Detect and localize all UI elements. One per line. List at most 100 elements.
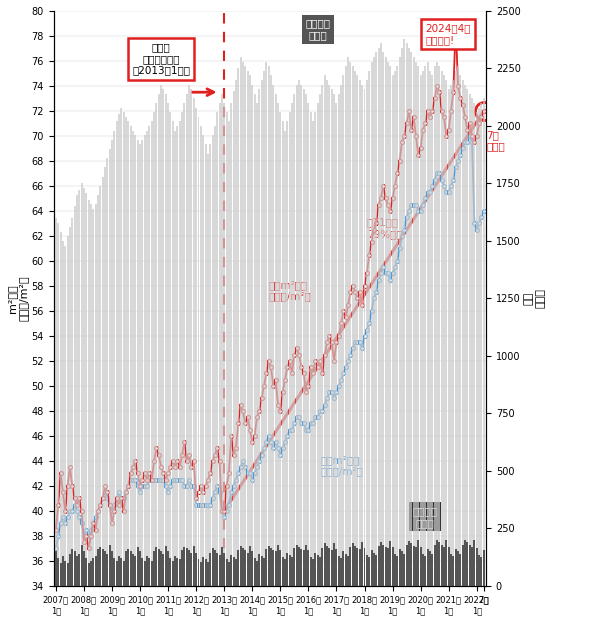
Bar [188, 85, 190, 586]
Bar [122, 112, 125, 586]
Bar [237, 550, 239, 586]
Bar [139, 144, 141, 586]
Bar [116, 121, 118, 586]
Bar [57, 559, 59, 586]
Bar [326, 80, 328, 586]
Bar [483, 550, 485, 586]
Bar [212, 548, 214, 586]
Bar [256, 560, 258, 586]
Bar [473, 103, 475, 586]
Bar [291, 557, 293, 586]
Bar [352, 544, 354, 586]
Bar [284, 559, 286, 586]
Bar [445, 540, 448, 586]
Bar [97, 549, 99, 586]
Bar [167, 552, 169, 586]
Bar [443, 547, 445, 586]
Bar [71, 218, 73, 586]
Bar [366, 555, 368, 586]
Bar [100, 186, 101, 586]
Bar [452, 80, 454, 586]
Bar [118, 556, 120, 586]
Bar [216, 552, 218, 586]
Bar [221, 547, 223, 586]
Bar [464, 540, 466, 586]
Bar [176, 126, 178, 586]
Bar [392, 75, 394, 586]
Bar [296, 85, 298, 586]
Bar [349, 547, 352, 586]
Bar [195, 108, 197, 586]
Bar [256, 103, 258, 586]
Bar [455, 71, 457, 586]
Bar [209, 552, 211, 586]
Bar [310, 557, 312, 586]
Bar [59, 563, 62, 586]
Bar [134, 135, 136, 586]
Bar [100, 547, 101, 586]
Bar [76, 195, 78, 586]
Bar [424, 556, 426, 586]
Bar [387, 62, 389, 586]
Bar [153, 552, 155, 586]
Bar [359, 80, 361, 586]
Bar [333, 544, 335, 586]
Bar [427, 549, 428, 586]
Bar [272, 550, 274, 586]
Bar [466, 542, 469, 586]
Bar [167, 103, 169, 586]
Bar [368, 557, 370, 586]
Bar [163, 554, 164, 586]
Bar [118, 114, 120, 586]
Bar [457, 66, 459, 586]
Bar [74, 207, 76, 586]
Bar [460, 75, 461, 586]
Bar [247, 71, 248, 586]
Bar [352, 66, 354, 586]
Bar [83, 552, 85, 586]
Bar [289, 112, 290, 586]
Bar [469, 544, 471, 586]
Bar [328, 85, 331, 586]
Bar [298, 80, 300, 586]
Bar [254, 559, 256, 586]
Bar [371, 550, 373, 586]
Bar [190, 552, 193, 586]
Bar [338, 556, 340, 586]
Bar [64, 246, 66, 586]
Bar [307, 103, 310, 586]
Text: 日銀の
金融緩和発表
（2013年1月）: 日銀の 金融緩和発表 （2013年1月） [132, 42, 190, 75]
Bar [80, 183, 83, 586]
Bar [389, 541, 391, 586]
Bar [440, 544, 443, 586]
Text: 成約戸数
（戸）: 成約戸数 （戸） [413, 506, 438, 527]
Bar [387, 548, 389, 586]
Bar [317, 555, 319, 586]
Bar [281, 557, 284, 586]
Bar [122, 560, 125, 586]
Bar [265, 549, 267, 586]
Bar [230, 555, 232, 586]
Bar [356, 548, 358, 586]
Bar [403, 39, 405, 586]
Bar [380, 43, 382, 586]
Bar [109, 544, 110, 586]
Bar [239, 57, 242, 586]
Bar [130, 552, 131, 586]
Bar [281, 121, 284, 586]
Bar [113, 131, 115, 586]
Bar [314, 112, 316, 586]
Bar [483, 98, 485, 586]
Bar [429, 552, 431, 586]
Bar [212, 135, 214, 586]
Bar [275, 94, 277, 586]
Bar [228, 562, 230, 586]
Bar [158, 94, 160, 586]
Bar [106, 158, 109, 586]
Bar [481, 557, 482, 586]
Bar [57, 223, 59, 586]
Bar [466, 89, 469, 586]
Bar [324, 544, 326, 586]
Bar [251, 552, 253, 586]
Bar [385, 57, 386, 586]
